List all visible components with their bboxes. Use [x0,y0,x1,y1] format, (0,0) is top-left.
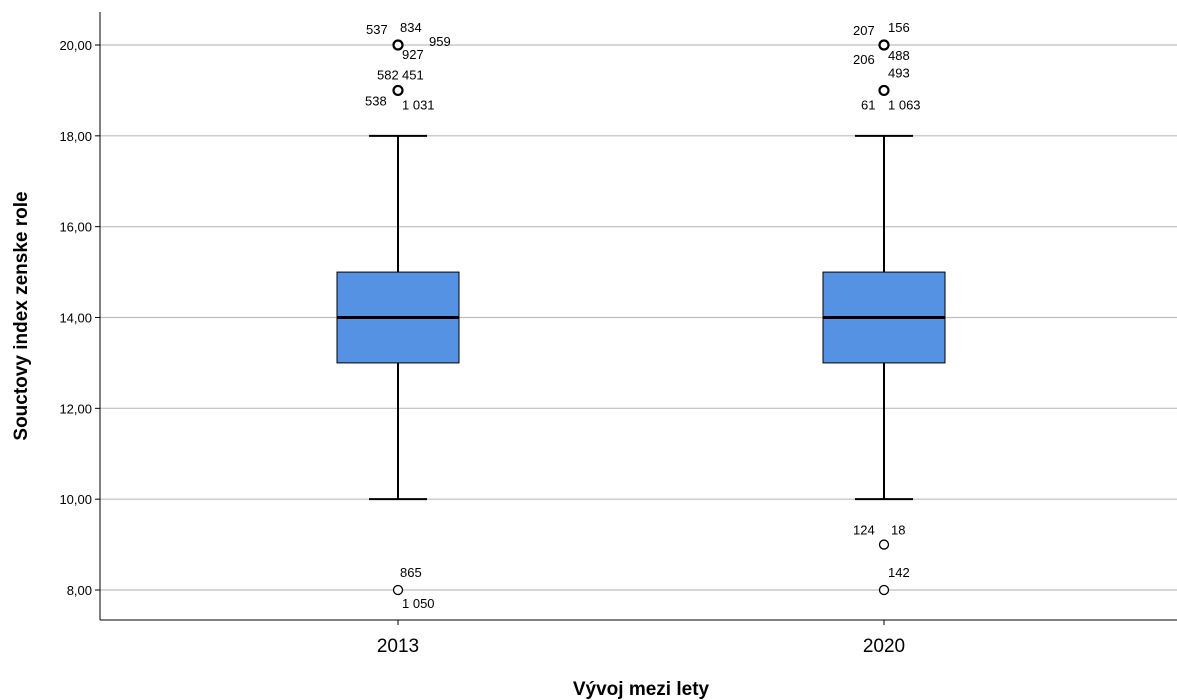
outlier-label: 493 [888,65,910,80]
y-tick-label: 16,00 [59,220,92,235]
outlier-label: 1 050 [402,596,435,611]
outlier-point [392,39,404,51]
x-tick-label: 2020 [863,636,905,657]
outlier-label: 538 [365,93,387,108]
y-tick-label: 8,00 [67,583,92,598]
y-tick-labels: 8,00 10,00 12,00 14,00 16,00 18,00 20,00 [59,38,92,598]
outlier-label: 206 [853,52,875,67]
outlier-label: 537 [366,22,388,37]
outlier-label: 488 [888,48,910,63]
outlier-point [878,39,890,51]
y-axis-label: Souctovy index zenske role [11,191,32,440]
outlier-point [878,84,890,97]
outlier-label: 142 [888,565,910,580]
gridlines [100,44,1177,591]
x-tick-label: 2013 [377,636,419,657]
outlier-point [878,584,890,596]
y-tick-label: 18,00 [59,129,92,144]
outlier-point [392,84,404,97]
axes [95,12,1177,625]
y-tick-label: 12,00 [59,401,92,416]
outlier-label: 156 [888,20,910,35]
outlier-point [392,584,404,596]
outlier-label: 61 [861,97,875,112]
outlier-point [878,539,890,550]
outlier-label: 1 031 [402,97,435,112]
y-tick-label: 14,00 [59,311,92,326]
outlier-label: 582 [377,67,399,82]
outlier-label: 451 [402,67,424,82]
box-group-2020: 207 156 206 488 493 61 1 063 124 18 142 [822,20,946,596]
outlier-label: 207 [853,23,875,38]
outlier-label: 18 [891,523,905,538]
outlier-label: 865 [400,565,422,580]
outlier-label: 834 [400,20,422,35]
y-tick-label: 20,00 [59,38,92,53]
x-axis-label: Vývoj mezi lety [573,679,710,700]
outlier-label: 927 [402,47,424,62]
outlier-label: 959 [429,34,451,49]
x-tick-labels: 2013 2020 [377,636,905,657]
y-tick-label: 10,00 [59,492,92,507]
outlier-label: 124 [853,523,875,538]
outlier-label: 1 063 [888,97,921,112]
